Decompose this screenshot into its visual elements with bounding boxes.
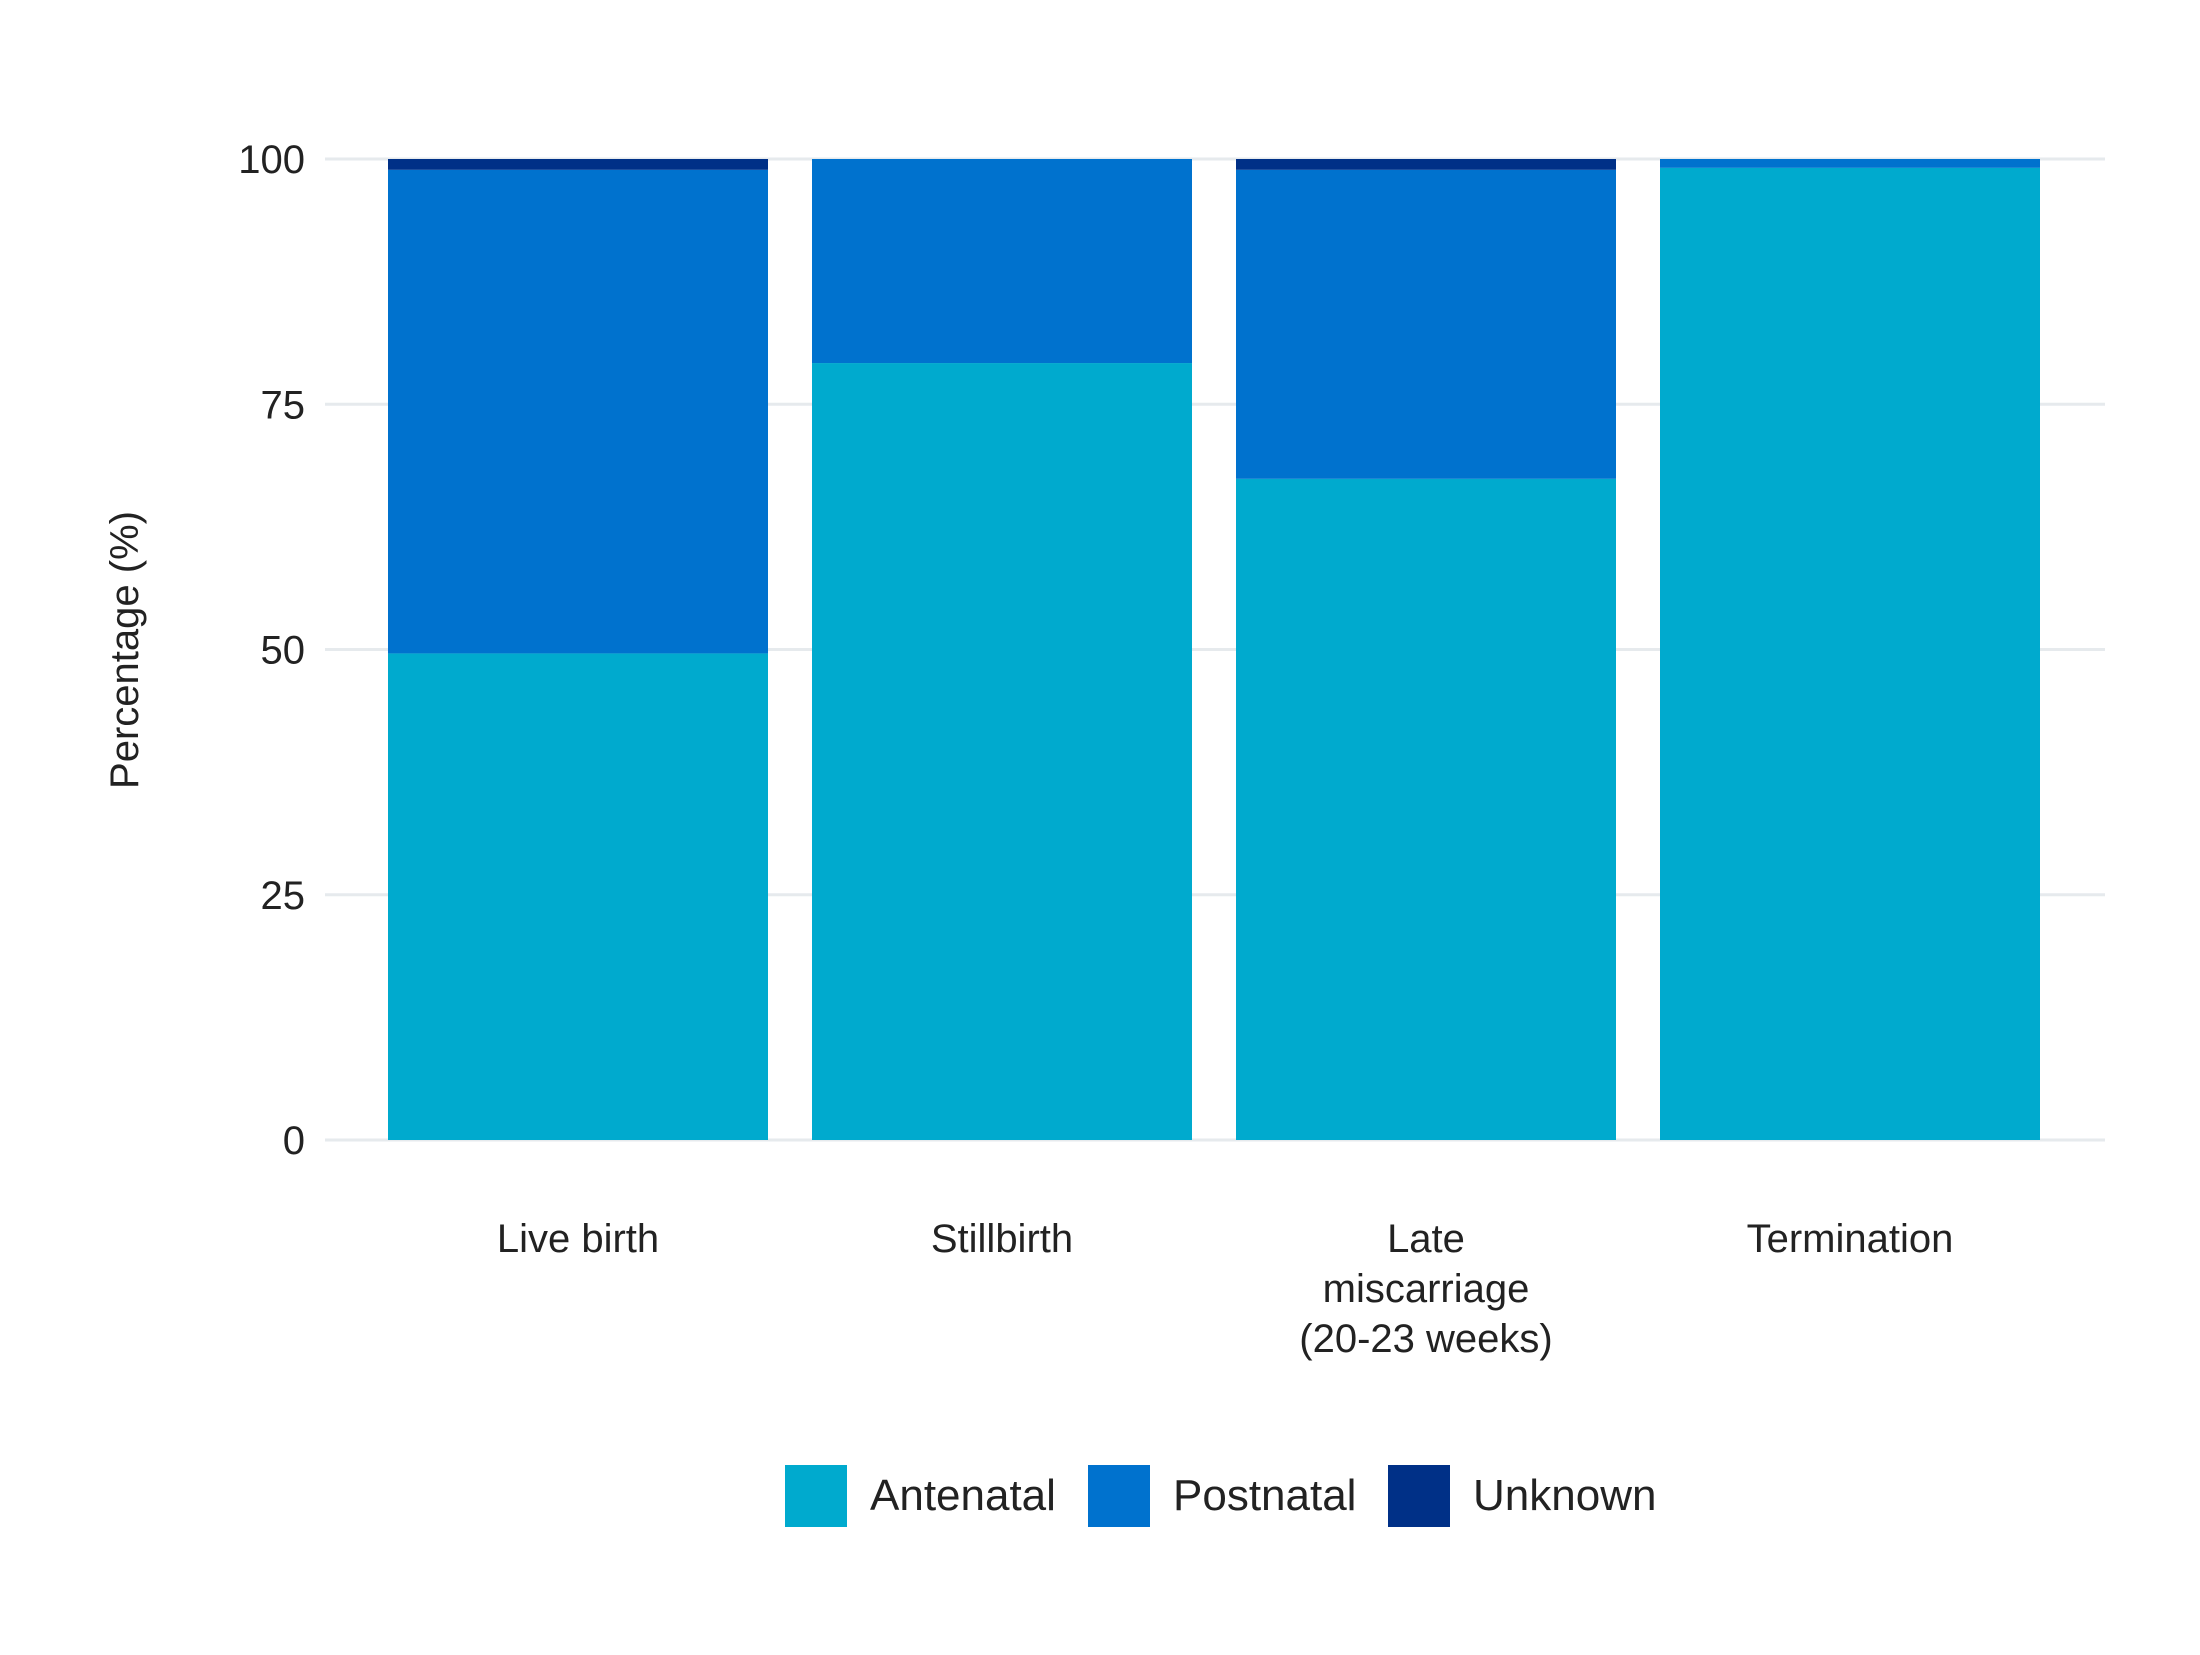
x-tick-label-line: Stillbirth [931,1217,1073,1261]
legend-label-unknown: Unknown [1473,1471,1656,1520]
legend-swatch-antenatal [785,1465,847,1527]
bar-segment-postnatal [388,169,768,654]
x-tick-label: Stillbirth [931,1217,1073,1261]
y-tick-label: 0 [283,1119,305,1163]
x-tick-label: Live birth [497,1217,659,1261]
bars [388,159,2040,1141]
y-axis-label: Percentage (%) [103,511,147,789]
x-axis: Live birth Stillbirth Late miscarriage (20-2… [497,1217,1954,1361]
x-tick-label: Termination [1747,1217,1954,1261]
bar-segment-postnatal [812,159,1192,364]
bar-segment-antenatal [812,363,1192,1141]
bar-segment-postnatal [1236,169,1616,479]
bar-segment-postnatal [1660,159,2040,168]
bar-segment-unknown [1236,159,1616,170]
legend-label-antenatal: Antenatal [870,1471,1056,1520]
legend-swatch-postnatal [1088,1465,1150,1527]
y-tick-label: 75 [261,383,306,427]
bar-segment-antenatal [388,653,768,1140]
y-tick-label: 50 [261,629,306,673]
x-tick-label-line: Termination [1747,1217,1954,1261]
y-tick-label: 100 [238,138,305,182]
x-tick-label-line: (20-23 weeks) [1299,1317,1552,1361]
bar-segment-unknown [388,159,768,170]
y-tick-label: 25 [261,874,306,918]
legend: Antenatal Postnatal Unknown [785,1465,1656,1527]
x-tick-label: Late miscarriage (20-23 weeks) [1299,1217,1552,1361]
bar-segment-antenatal [1660,167,2040,1141]
x-tick-label-line: Late [1387,1217,1465,1261]
legend-swatch-unknown [1388,1465,1450,1527]
legend-label-postnatal: Postnatal [1173,1471,1356,1520]
y-axis: 0 25 50 75 100 [238,138,305,1163]
bar-segment-antenatal [1236,478,1616,1140]
x-tick-label-line: Live birth [497,1217,659,1261]
x-tick-label-line: miscarriage [1323,1267,1530,1311]
